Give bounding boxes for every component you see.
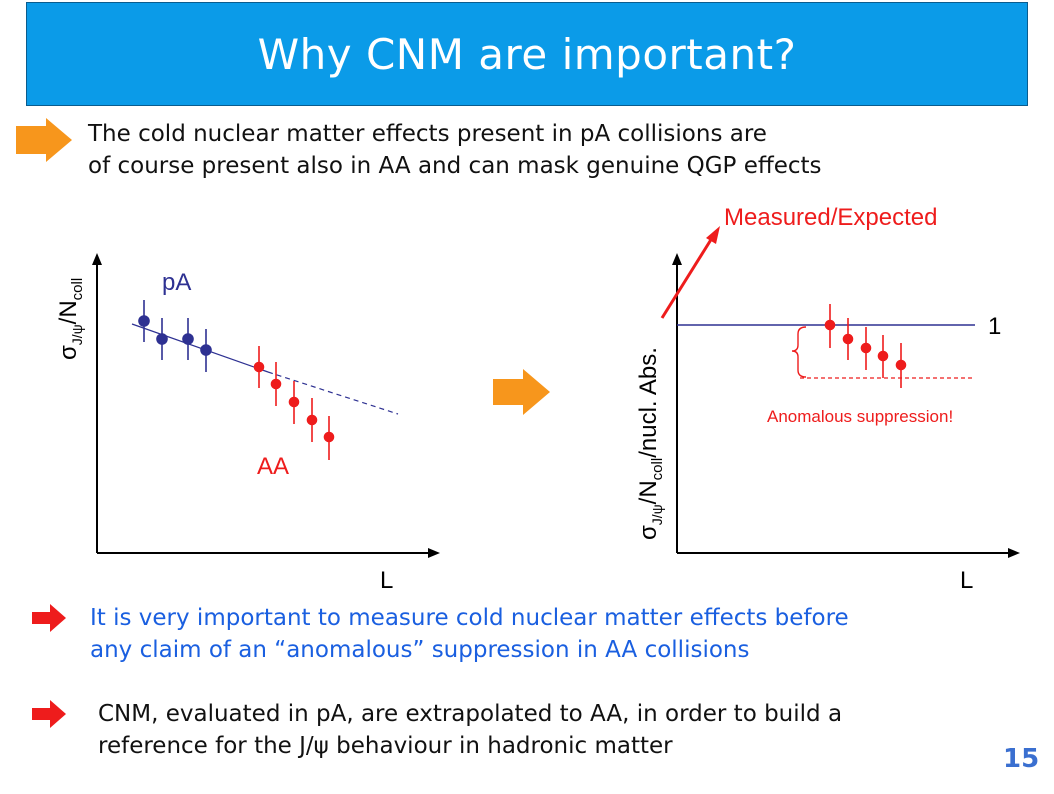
anomalous-suppression-label: Anomalous suppression! xyxy=(767,407,953,426)
title-bar: Why CNM are important? xyxy=(26,2,1028,106)
left-y-axis-arrow-icon xyxy=(92,253,102,265)
left-trend-line xyxy=(131,323,269,373)
bullet-line: CNM, evaluated in pA, are extrapolated t… xyxy=(98,701,843,727)
slide-title: Why CNM are important? xyxy=(257,29,797,79)
red-arrow-icon xyxy=(32,700,66,728)
svg-text:σJ/ψ/Ncoll: σJ/ψ/Ncoll xyxy=(55,278,86,360)
left-y-label: σJ/ψ/Ncoll xyxy=(55,278,86,360)
right-y-label-slash: /N xyxy=(635,480,662,504)
left-plot: pA AA L σJ/ψ/Ncoll xyxy=(55,253,440,594)
right-y-label-rest: /nucl. Abs. xyxy=(635,347,662,458)
left-y-label-coll: coll xyxy=(69,278,86,301)
left-trend-extrapolation xyxy=(267,371,399,415)
left-y-label-sigma: σ xyxy=(55,345,82,360)
orange-arrow-icon xyxy=(493,369,550,415)
svg-text:σJ/ψ/Ncoll/nucl. Abs.: σJ/ψ/Ncoll/nucl. Abs. xyxy=(635,347,666,540)
intro-line: of course present also in AA and can mas… xyxy=(88,153,822,179)
right-plot: 1 Anomalous suppression! Measured/Expect… xyxy=(635,204,1020,594)
left-x-label: L xyxy=(380,567,393,594)
reference-line-label: 1 xyxy=(988,313,1001,340)
AA-points xyxy=(253,346,335,460)
right-y-label: σJ/ψ/Ncoll/nucl. Abs. xyxy=(635,347,666,540)
right-y-axis-arrow-icon xyxy=(672,253,682,265)
pA-points xyxy=(138,300,212,372)
measured-expected-label: Measured/Expected xyxy=(724,204,937,231)
right-y-label-sigma: σ xyxy=(635,525,662,540)
AA-normalized-points xyxy=(824,304,907,388)
right-y-label-coll: coll xyxy=(649,458,666,481)
left-x-axis-arrow-icon xyxy=(428,548,440,558)
bullet-line: reference for the J/ψ behaviour in hadro… xyxy=(98,733,673,759)
left-y-label-slash: /N xyxy=(55,300,82,324)
right-x-axis-arrow-icon xyxy=(1008,548,1020,558)
right-y-label-sub: J/ψ xyxy=(649,504,665,525)
AA-label: AA xyxy=(257,453,289,480)
left-y-label-sub: J/ψ xyxy=(69,324,85,345)
bullet-line: It is very important to measure cold nuc… xyxy=(90,605,849,631)
right-x-label: L xyxy=(960,567,973,594)
orange-arrow-icon xyxy=(16,118,72,162)
intro-line: The cold nuclear matter effects present … xyxy=(88,121,767,147)
red-arrow-icon xyxy=(32,604,66,632)
brace-icon xyxy=(791,326,807,378)
red-arrow-icon xyxy=(660,226,720,319)
pA-label: pA xyxy=(162,269,191,296)
page-number: 15 xyxy=(1003,744,1040,774)
bullet-line: any claim of an “anomalous” suppression … xyxy=(90,637,750,663)
